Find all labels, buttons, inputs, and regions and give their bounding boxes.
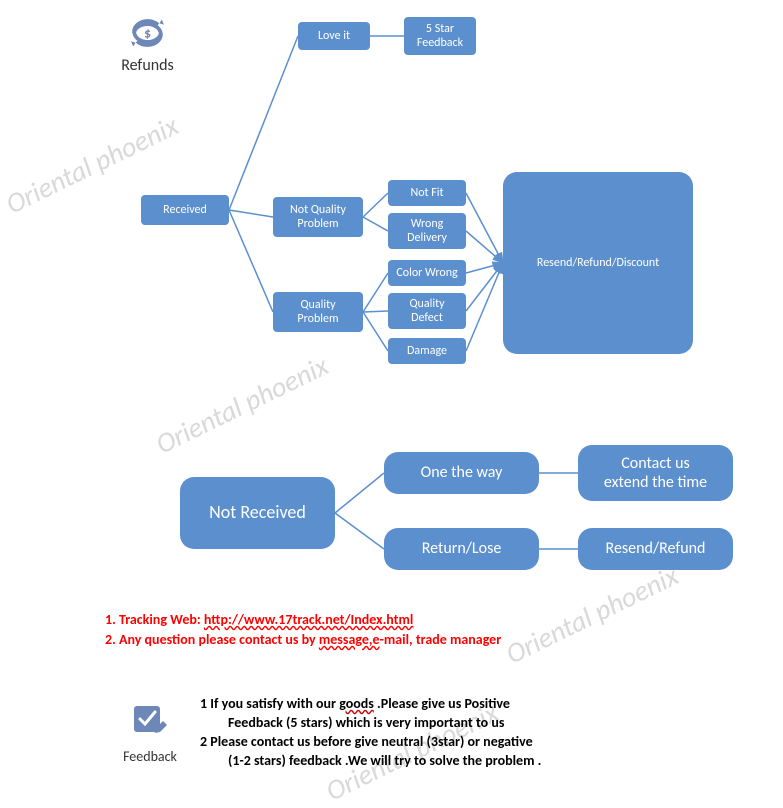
node-not_received: Not Received — [180, 477, 335, 549]
note2-mid: message,e — [319, 631, 380, 648]
node-not_quality: Not QualityProblem — [273, 197, 363, 237]
note-line-2: 2. Any question please contact us by mes… — [105, 631, 501, 648]
node-resend_refund: Resend/Refund — [578, 528, 733, 570]
refunds-header: $ Refunds — [115, 18, 180, 75]
fb-line2: Feedback (5 stars) which is very importa… — [200, 714, 660, 733]
node-feedback5: 5 StarFeedback — [404, 17, 476, 55]
feedback-text: 1 If you satisfy with our goods .Please … — [200, 695, 660, 771]
note-line-1: 1. Tracking Web: http://www.17track.net/… — [105, 611, 413, 628]
feedback-header: Feedback — [115, 700, 185, 765]
refund-icon: $ — [125, 18, 170, 48]
node-contact_ext: Contact usextend the time — [578, 445, 733, 501]
fb-line1: 1 If you satisfy with our goods .Please … — [200, 695, 660, 714]
node-color_wrong: Color Wrong — [388, 260, 466, 286]
node-qual_defect: QualityDefect — [388, 293, 466, 329]
tracking-link[interactable]: http://www.17track.net/Index.html — [204, 611, 413, 628]
feedback-label: Feedback — [115, 748, 185, 765]
feedback-icon — [130, 700, 170, 740]
node-wrong_del: WrongDelivery — [388, 213, 466, 249]
fb-line3: 2 Please contact us before give neutral … — [200, 733, 660, 752]
node-return_lose: Return/Lose — [384, 528, 539, 570]
node-quality: QualityProblem — [273, 292, 363, 332]
refunds-label: Refunds — [115, 56, 180, 75]
node-not_fit: Not Fit — [388, 180, 466, 206]
note1-prefix: 1. Tracking Web: — [105, 611, 204, 628]
node-on_way: One the way — [384, 452, 539, 494]
svg-text:$: $ — [144, 25, 151, 42]
node-received: Received — [141, 195, 229, 225]
note2-suffix: -mail, trade manager — [380, 631, 502, 648]
watermark-text: Oriental phoenix — [150, 348, 334, 462]
watermark-text: Oriental phoenix — [500, 558, 684, 672]
fb-line4: (1-2 stars) feedback .We will try to sol… — [200, 752, 660, 771]
flowchart-connectors — [0, 0, 783, 777]
node-resend_block: Resend/Refund/Discount — [503, 172, 693, 354]
note2-prefix: 2. Any question please contact us by — [105, 631, 319, 648]
node-damage: Damage — [388, 338, 466, 364]
node-love_it: Love it — [298, 22, 370, 50]
